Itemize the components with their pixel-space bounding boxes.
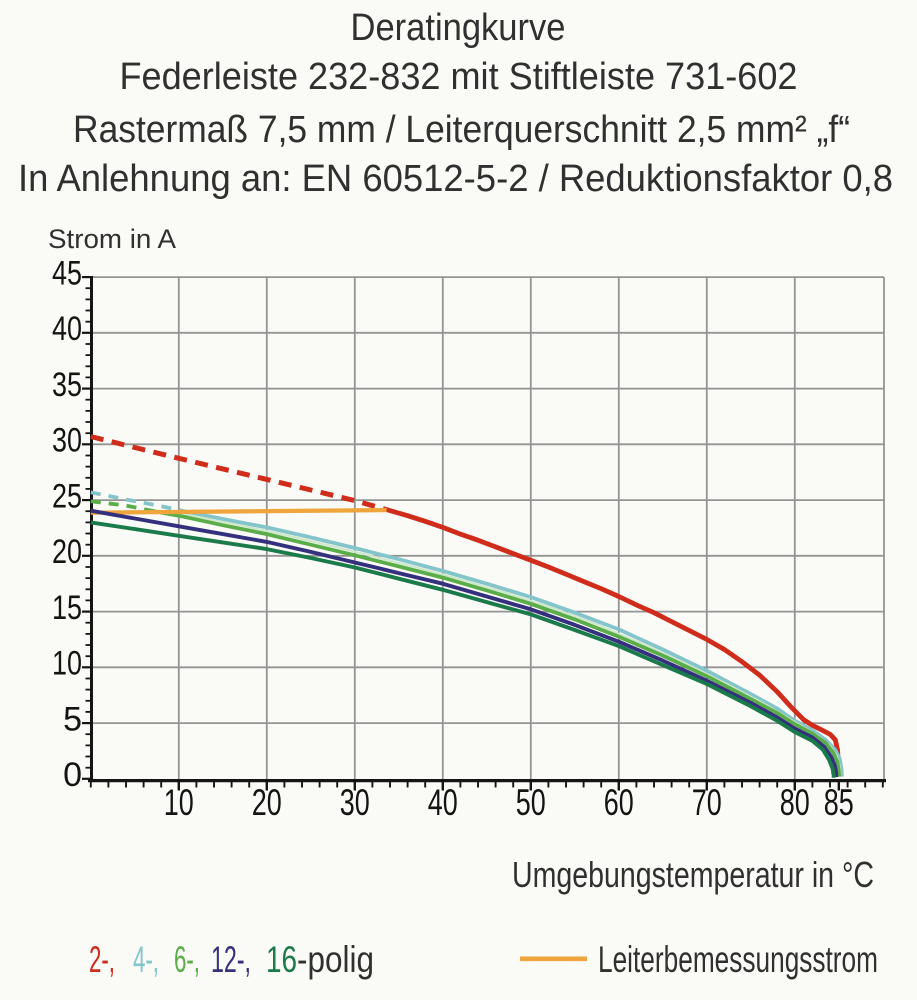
svg-text:0: 0 xyxy=(63,756,82,794)
svg-text:70: 70 xyxy=(692,782,722,823)
svg-text:In Anlehnung an: EN 60512-5-2: In Anlehnung an: EN 60512-5-2 / Reduktio… xyxy=(18,158,893,200)
svg-text:30: 30 xyxy=(52,422,82,460)
svg-text:30: 30 xyxy=(340,782,370,823)
svg-text:12-,: 12-, xyxy=(211,939,251,980)
svg-text:10: 10 xyxy=(52,645,82,683)
svg-text:80: 80 xyxy=(780,782,810,823)
svg-text:-polig: -polig xyxy=(297,939,374,980)
svg-text:20: 20 xyxy=(252,782,282,823)
svg-text:40: 40 xyxy=(52,310,82,348)
svg-text:Federleiste 232-832 mit Stiftl: Federleiste 232-832 mit Stiftleiste 731-… xyxy=(120,56,798,98)
svg-text:4-,: 4-, xyxy=(133,939,159,980)
svg-text:Umgebungstemperatur in °C: Umgebungstemperatur in °C xyxy=(512,854,874,895)
svg-text:35: 35 xyxy=(52,366,82,404)
svg-text:45: 45 xyxy=(52,255,82,293)
svg-text:60: 60 xyxy=(604,782,634,823)
svg-text:85: 85 xyxy=(824,782,854,823)
svg-text:Strom in A: Strom in A xyxy=(48,224,176,254)
svg-text:6-,: 6-, xyxy=(174,939,200,980)
svg-text:15: 15 xyxy=(52,589,82,627)
svg-text:Deratingkurve: Deratingkurve xyxy=(351,7,566,49)
svg-text:5: 5 xyxy=(63,701,82,739)
svg-text:Leiterbemessungsstrom: Leiterbemessungsstrom xyxy=(598,939,878,980)
svg-text:50: 50 xyxy=(516,782,546,823)
svg-text:10: 10 xyxy=(164,782,194,823)
svg-text:16: 16 xyxy=(266,939,297,980)
svg-text:25: 25 xyxy=(52,478,82,516)
svg-text:40: 40 xyxy=(428,782,458,823)
svg-text:20: 20 xyxy=(52,533,82,571)
svg-text:Rastermaß 7,5 mm / Leiterquers: Rastermaß 7,5 mm / Leiterquerschnitt 2,5… xyxy=(73,109,850,151)
svg-text:2-,: 2-, xyxy=(89,939,115,980)
